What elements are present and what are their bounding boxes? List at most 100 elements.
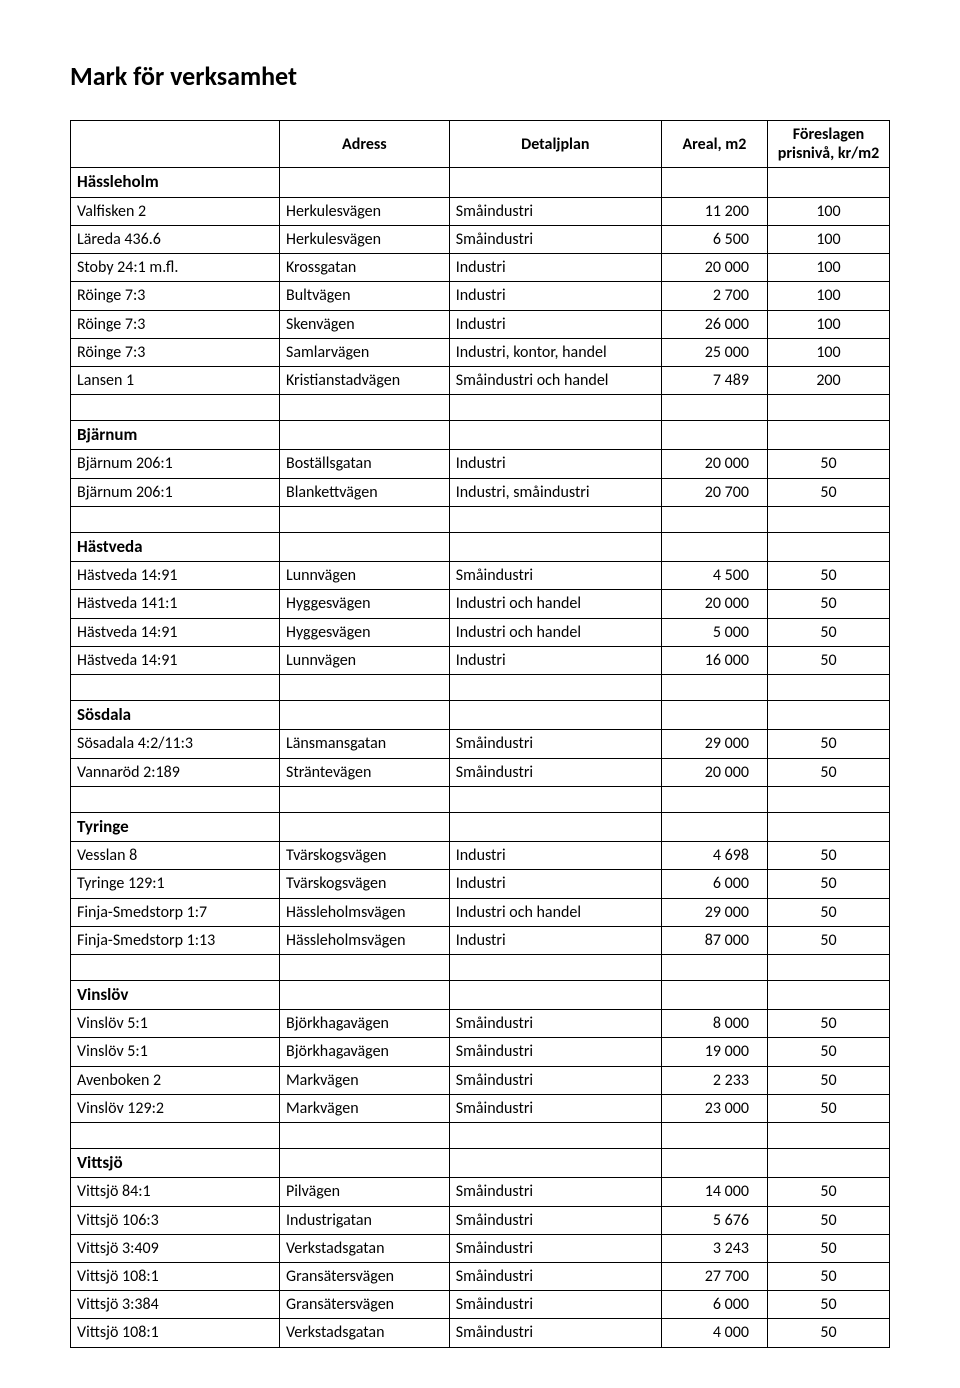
page-title: Mark för verksamhet [70, 60, 890, 92]
cell-name: Bjärnum 206:1 [71, 450, 280, 478]
cell-pris: 50 [767, 898, 889, 926]
cell-empty [767, 532, 889, 561]
cell-adress: Samlarvägen [279, 338, 449, 366]
cell-pris: 50 [767, 730, 889, 758]
cell-pris: 200 [767, 366, 889, 394]
table-row: Röinge 7:3SamlarvägenIndustri, kontor, h… [71, 338, 890, 366]
section-header-row: Vittsjö [71, 1149, 890, 1178]
cell-empty [279, 674, 449, 700]
cell-empty [449, 1149, 661, 1178]
cell-empty [279, 1149, 449, 1178]
cell-pris: 50 [767, 1094, 889, 1122]
table-row: Hästveda 14:91LunnvägenIndustri16 00050 [71, 646, 890, 674]
section-name: Sösdala [71, 700, 280, 729]
table-row: Läreda 436.6HerkulesvägenSmåindustri6 50… [71, 225, 890, 253]
cell-pris: 100 [767, 282, 889, 310]
cell-plan: Industri, småindustri [449, 478, 661, 506]
cell-plan: Småindustri [449, 1066, 661, 1094]
cell-name: Finja-Smedstorp 1:13 [71, 926, 280, 954]
cell-empty [767, 421, 889, 450]
cell-name: Röinge 7:3 [71, 338, 280, 366]
cell-areal: 26 000 [661, 310, 767, 338]
table-row: Vittsjö 84:1PilvägenSmåindustri14 00050 [71, 1178, 890, 1206]
cell-plan: Småindustri och handel [449, 366, 661, 394]
cell-plan: Småindustri [449, 730, 661, 758]
cell-areal: 4 698 [661, 842, 767, 870]
table-row: Vannaröd 2:189SträntevägenSmåindustri20 … [71, 758, 890, 786]
section-header-row: Vinslöv [71, 980, 890, 1009]
cell-areal: 27 700 [661, 1262, 767, 1290]
section-name: Tyringe [71, 812, 280, 841]
cell-plan: Industri [449, 282, 661, 310]
cell-empty [449, 421, 661, 450]
cell-adress: Verkstadsgatan [279, 1319, 449, 1347]
section-header-row: Bjärnum [71, 421, 890, 450]
cell-empty [661, 954, 767, 980]
section-name: Vittsjö [71, 1149, 280, 1178]
cell-pris: 50 [767, 870, 889, 898]
cell-areal: 7 489 [661, 366, 767, 394]
cell-pris: 50 [767, 1291, 889, 1319]
cell-empty [279, 395, 449, 421]
cell-areal: 14 000 [661, 1178, 767, 1206]
table-row: Bjärnum 206:1BlankettvägenIndustri, småi… [71, 478, 890, 506]
cell-plan: Industri [449, 842, 661, 870]
cell-name: Vittsjö 84:1 [71, 1178, 280, 1206]
cell-name: Vannaröd 2:189 [71, 758, 280, 786]
cell-empty [279, 980, 449, 1009]
cell-empty [661, 674, 767, 700]
table-row: Vittsjö 3:384GransätersvägenSmåindustri6… [71, 1291, 890, 1319]
cell-empty [661, 421, 767, 450]
cell-areal: 20 000 [661, 758, 767, 786]
cell-adress: Markvägen [279, 1094, 449, 1122]
cell-plan: Industri [449, 926, 661, 954]
spacer-row [71, 786, 890, 812]
cell-empty [767, 786, 889, 812]
cell-empty [279, 786, 449, 812]
cell-areal: 16 000 [661, 646, 767, 674]
cell-pris: 50 [767, 1178, 889, 1206]
cell-name: Vittsjö 3:384 [71, 1291, 280, 1319]
cell-empty [767, 168, 889, 197]
cell-pris: 100 [767, 254, 889, 282]
cell-name: Röinge 7:3 [71, 282, 280, 310]
cell-name: Sösadala 4:2/11:3 [71, 730, 280, 758]
table-row: Vinslöv 129:2MarkvägenSmåindustri23 0005… [71, 1094, 890, 1122]
section-name: Hässleholm [71, 168, 280, 197]
cell-plan: Industri, kontor, handel [449, 338, 661, 366]
cell-pris: 50 [767, 1262, 889, 1290]
cell-empty [279, 168, 449, 197]
table-row: Röinge 7:3SkenvägenIndustri26 000100 [71, 310, 890, 338]
cell-empty [767, 1149, 889, 1178]
cell-name: Stoby 24:1 m.fl. [71, 254, 280, 282]
spacer-row [71, 954, 890, 980]
cell-plan: Småindustri [449, 1206, 661, 1234]
cell-plan: Industri och handel [449, 618, 661, 646]
cell-adress: Björkhagavägen [279, 1010, 449, 1038]
table-row: Valfisken 2HerkulesvägenSmåindustri11 20… [71, 197, 890, 225]
cell-pris: 50 [767, 478, 889, 506]
cell-name: Röinge 7:3 [71, 310, 280, 338]
cell-adress: Hyggesvägen [279, 590, 449, 618]
cell-empty [661, 395, 767, 421]
cell-empty [449, 1123, 661, 1149]
cell-empty [767, 980, 889, 1009]
cell-plan: Industri [449, 870, 661, 898]
cell-areal: 20 000 [661, 590, 767, 618]
table-row: Vinslöv 5:1BjörkhagavägenSmåindustri8 00… [71, 1010, 890, 1038]
cell-pris: 50 [767, 758, 889, 786]
cell-empty [71, 954, 280, 980]
cell-areal: 5 676 [661, 1206, 767, 1234]
cell-pris: 50 [767, 618, 889, 646]
cell-name: Hästveda 14:91 [71, 618, 280, 646]
cell-plan: Småindustri [449, 1094, 661, 1122]
cell-empty [767, 395, 889, 421]
cell-name: Läreda 436.6 [71, 225, 280, 253]
cell-areal: 3 243 [661, 1234, 767, 1262]
cell-pris: 50 [767, 1066, 889, 1094]
cell-adress: Björkhagavägen [279, 1038, 449, 1066]
cell-name: Finja-Smedstorp 1:7 [71, 898, 280, 926]
cell-adress: Hässleholmsvägen [279, 898, 449, 926]
table-row: Avenboken 2MarkvägenSmåindustri2 23350 [71, 1066, 890, 1094]
cell-adress: Bultvägen [279, 282, 449, 310]
